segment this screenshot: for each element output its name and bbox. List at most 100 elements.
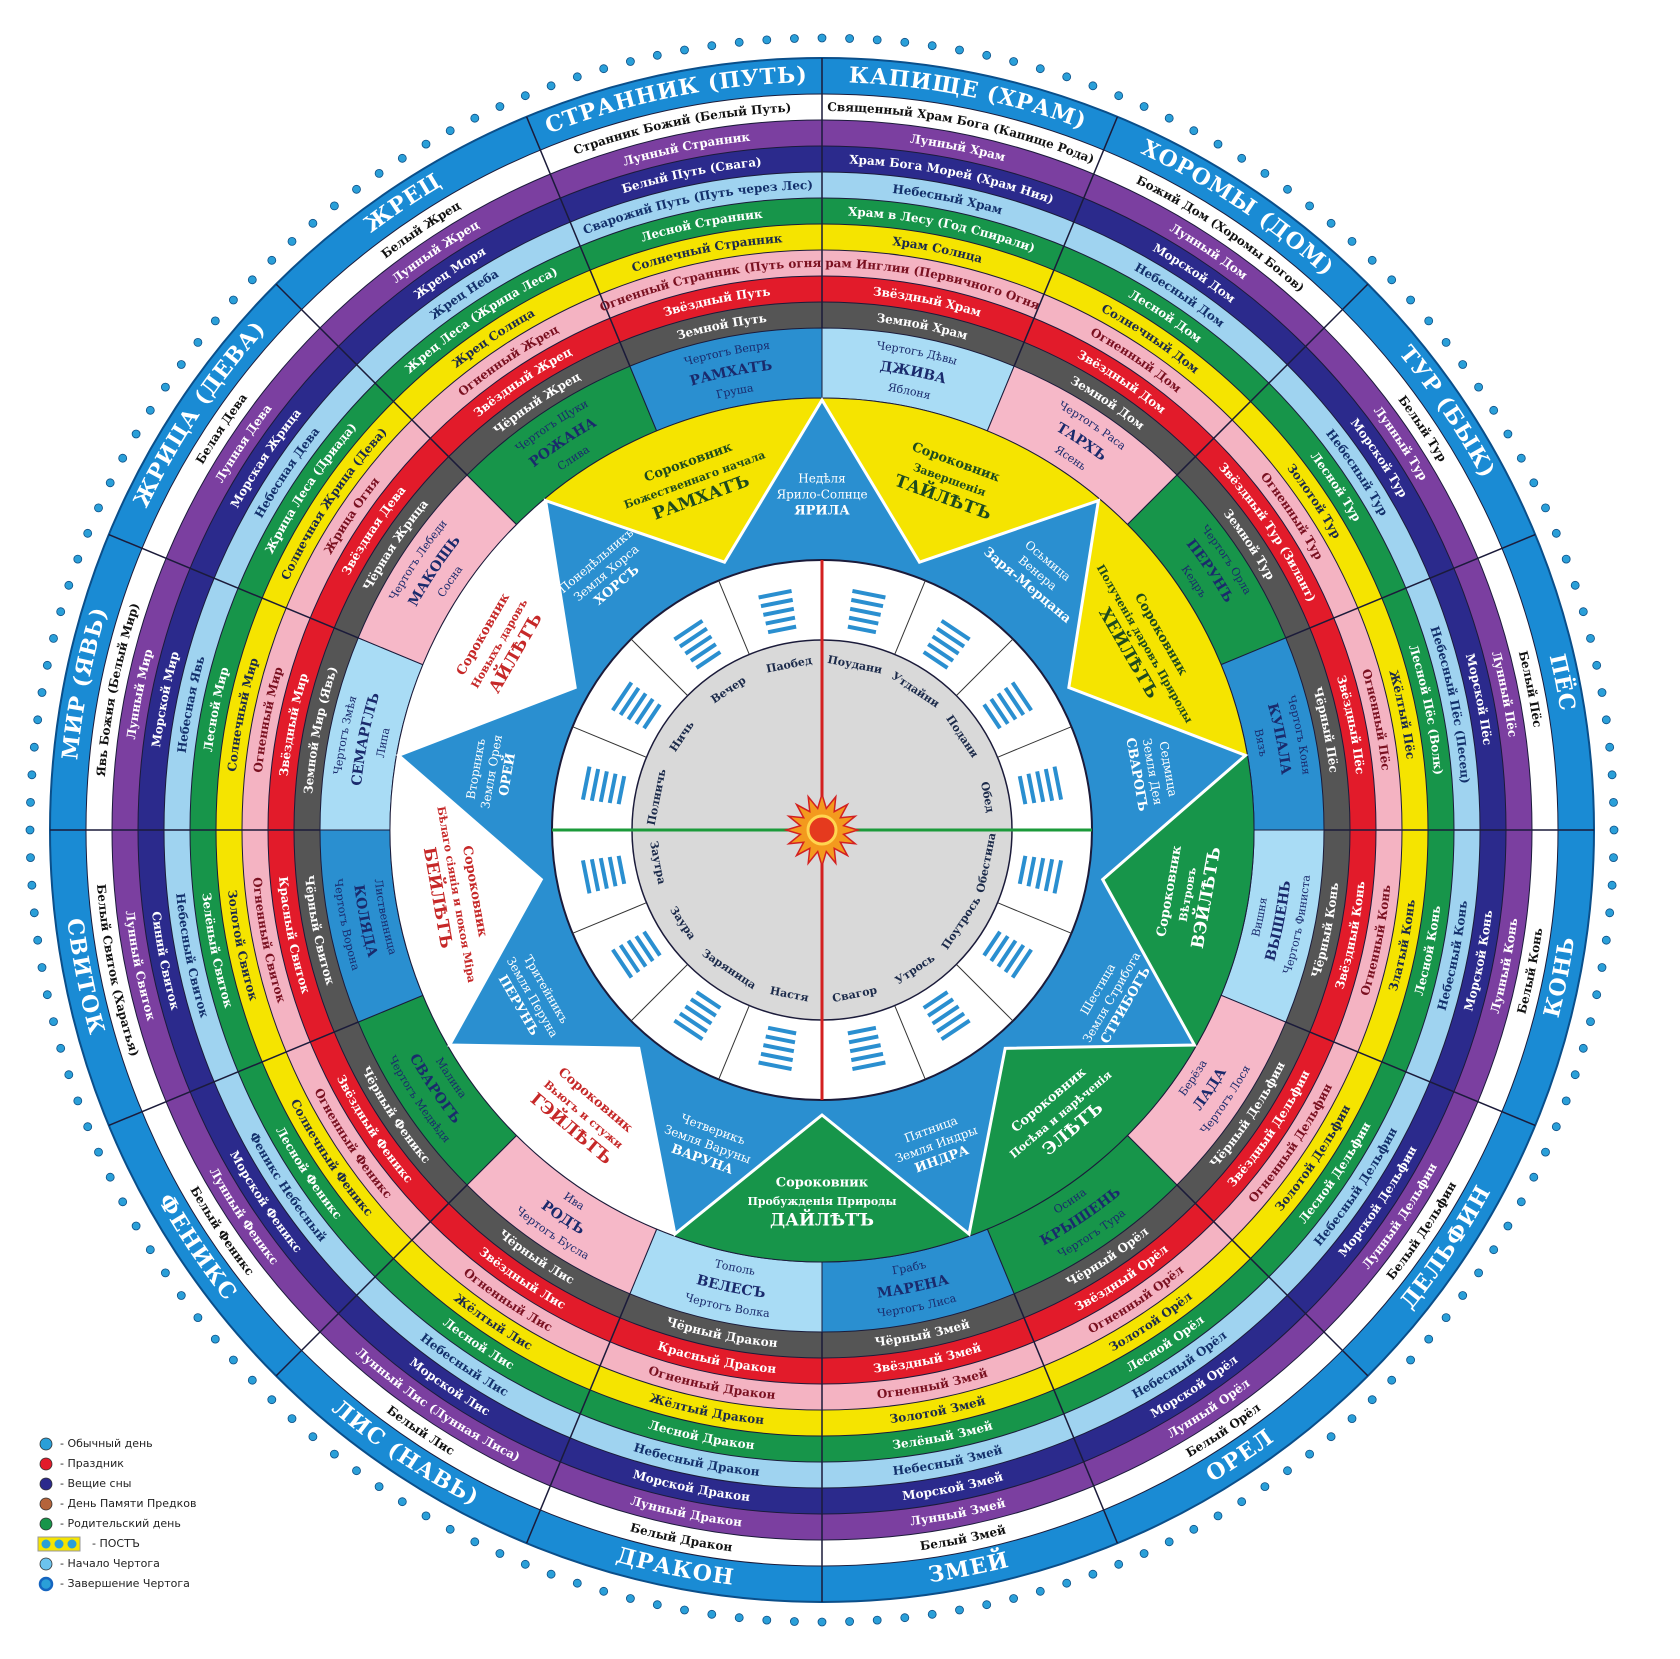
hour-divider (718, 1005, 750, 1080)
day-dot (927, 41, 937, 51)
day-dot (1237, 1497, 1247, 1507)
hour-glyph (758, 1060, 792, 1072)
day-dot (626, 1594, 635, 1603)
hour-glyph (626, 692, 648, 721)
day-dot (520, 1559, 530, 1569)
hour-glyph (1035, 857, 1046, 890)
hour-glyph (689, 642, 717, 663)
hour-divider (955, 963, 1014, 1022)
day-dot (1424, 1334, 1434, 1344)
day-dot (1283, 1466, 1292, 1476)
day-dot (734, 37, 744, 47)
day-dot (1387, 1375, 1397, 1385)
hour-glyph (982, 930, 1002, 957)
hour-glyph (616, 775, 627, 805)
house-divider (525, 116, 631, 367)
house-divider (1013, 116, 1119, 367)
hour-glyph (695, 990, 722, 1010)
hour-glyph (767, 1025, 797, 1036)
legend-swatch (38, 1576, 54, 1592)
legend-label: - Вещие сны (60, 1477, 131, 1490)
hour-glyph (849, 1043, 882, 1054)
day-dot (1601, 935, 1611, 945)
hour-glyph (684, 1004, 713, 1026)
legend-swatch (39, 1477, 53, 1491)
day-dot (955, 1605, 964, 1615)
day-dot (352, 184, 361, 194)
hour-glyph (642, 703, 662, 730)
day-dot (900, 37, 910, 47)
day-dot (762, 35, 772, 45)
day-dot (25, 825, 35, 835)
hour-divider (894, 580, 926, 655)
day-dot (1570, 1070, 1580, 1080)
sorokovnik-meaning: Пробужденія Природы (747, 1195, 896, 1208)
day-dot (680, 1605, 689, 1615)
hour-glyph (598, 857, 609, 890)
day-dot (1597, 688, 1607, 697)
hour-glyph (589, 858, 601, 892)
day-dot (546, 81, 556, 91)
day-dot (210, 316, 220, 326)
day-dot (1609, 853, 1618, 862)
day-dot (37, 963, 47, 972)
day-dot (982, 50, 992, 60)
hour-name: Обед (978, 781, 997, 814)
day-dot (470, 113, 480, 123)
day-dot (421, 139, 431, 149)
legend-swatch-dot (41, 1539, 51, 1549)
day-dot (1541, 1147, 1550, 1157)
day-dot (790, 1617, 799, 1626)
day-dot (1516, 453, 1526, 463)
day-dot (145, 1245, 155, 1255)
hour-divider (997, 902, 1072, 934)
hour-glyph (1043, 858, 1055, 892)
day-dot (1164, 1537, 1174, 1547)
day-dot (1578, 607, 1588, 617)
day-dot (1088, 1569, 1098, 1579)
hour-glyph (673, 1018, 704, 1041)
day-dot (64, 1070, 74, 1080)
day-dot (1592, 660, 1602, 670)
day-dot (176, 1291, 186, 1300)
center-core (806, 814, 838, 846)
day-dot (83, 1122, 93, 1132)
day-dot (1516, 1197, 1526, 1207)
hour-glyph (849, 606, 882, 617)
hour-glyph (1010, 948, 1033, 979)
hour-glyph (1003, 686, 1026, 716)
day-dot (1305, 1449, 1314, 1459)
day-dot (1609, 798, 1618, 807)
day-dot (1474, 1268, 1483, 1278)
day-dot (845, 34, 854, 43)
day-dot (1551, 1122, 1561, 1132)
hour-glyph (850, 597, 884, 609)
hour-glyph (989, 697, 1010, 725)
day-dot (27, 880, 37, 890)
day-dot (118, 1197, 128, 1207)
day-dot (1283, 184, 1292, 194)
hour-glyph (634, 697, 655, 725)
hour-glyph (1035, 770, 1046, 803)
hour-glyph (607, 773, 618, 804)
day-dot (1561, 554, 1571, 564)
day-dot (374, 1482, 384, 1491)
day-dot (1458, 1291, 1468, 1300)
hour-divider (572, 902, 647, 934)
day-dot (193, 337, 203, 347)
hour-glyph (695, 650, 722, 670)
hour-glyph (936, 1011, 966, 1034)
hour-glyph (922, 990, 949, 1010)
day-dot (1592, 990, 1602, 1000)
house-divider (1013, 1293, 1119, 1544)
hour-divider (630, 638, 689, 697)
hour-glyph (678, 1011, 708, 1034)
hour-glyph (1017, 855, 1028, 885)
day-dot (927, 1609, 937, 1619)
day-dot (1088, 81, 1098, 91)
day-dot (26, 798, 35, 807)
day-dot (29, 742, 39, 752)
house-divider (1176, 1184, 1369, 1377)
day-dot (495, 1549, 505, 1558)
